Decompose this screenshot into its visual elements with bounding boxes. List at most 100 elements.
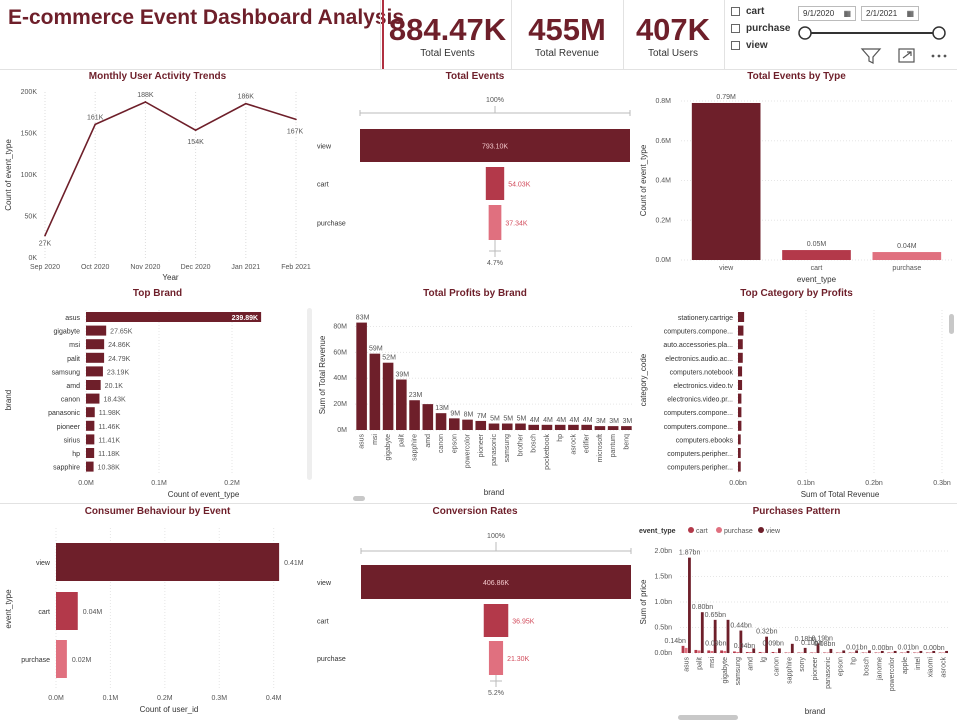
category-label: msi (69, 342, 80, 349)
scrollbar[interactable] (678, 715, 738, 720)
bar (738, 420, 742, 431)
x-tick-label: Nov 2020 (130, 264, 160, 271)
bar (736, 651, 740, 653)
data-label: 0.80bn (692, 604, 714, 611)
category-label: asus (65, 315, 80, 322)
bar (919, 650, 923, 653)
x-tick-label: powercolor (465, 433, 472, 468)
checkbox-box[interactable] (731, 41, 740, 50)
more-options-icon[interactable] (931, 54, 947, 58)
total-events-title: Total Events (445, 71, 505, 82)
bar (697, 650, 701, 653)
filter-icon[interactable] (860, 48, 882, 64)
bar (839, 652, 842, 653)
checkbox-view[interactable]: view (731, 40, 790, 51)
data-label: 0.01bn (898, 644, 920, 651)
category-label: stationery.cartrige (678, 315, 733, 322)
x-tick-label: 0.2M (157, 695, 173, 702)
x-axis-title: event_type (797, 275, 837, 284)
date-slider[interactable] (795, 24, 955, 64)
bar (738, 434, 741, 445)
category-label: cart (317, 619, 329, 626)
calendar-icon[interactable]: ▦ (843, 9, 851, 18)
profits-by-brand-title: Total Profits by Brand (423, 288, 527, 299)
profits-by-brand-chart: 0M 20M 40M 60M 80M 83M asus 59M msi 52M gigabyte 39… (318, 315, 633, 497)
bar (86, 434, 95, 445)
y-tick-label: 0.0bn (654, 650, 672, 657)
scrollbar[interactable] (353, 496, 365, 501)
bar (475, 420, 487, 430)
legend-marker (716, 527, 722, 533)
legend-title: event_type (639, 528, 676, 535)
x-tick-label: purchase (892, 265, 921, 272)
y-axis-title: Sum of price (639, 579, 648, 624)
scrollbar[interactable] (949, 314, 954, 334)
data-label: 1.87bn (679, 550, 701, 557)
data-label: 9M (450, 410, 460, 417)
slider-handle-start[interactable] (798, 26, 812, 40)
expand-icon[interactable] (898, 48, 915, 63)
bar (594, 426, 606, 430)
y-tick-label: 20M (333, 401, 347, 408)
y-tick-label: 60M (333, 349, 347, 356)
bar (906, 650, 910, 653)
x-tick-label: pioneer (478, 433, 485, 457)
kpi-total-users: 407K Total Users (624, 12, 722, 59)
checkbox-label: cart (746, 6, 765, 17)
end-date-input[interactable]: 2/1/2021 ▦ (861, 6, 919, 21)
divider (511, 0, 512, 70)
bar (787, 652, 791, 653)
y-tick-label: 100K (21, 172, 38, 179)
bar (485, 167, 505, 200)
legend-label: view (766, 528, 781, 535)
category-label: sapphire (53, 465, 80, 472)
data-label: 54.03K (508, 182, 531, 189)
bar (945, 650, 948, 653)
bar (868, 650, 871, 653)
x-tick-label: view (719, 265, 734, 272)
data-label: 4M (583, 417, 593, 424)
checkbox-cart[interactable]: cart (731, 6, 790, 17)
x-tick-label: samsung (504, 434, 511, 463)
bar (925, 652, 929, 653)
data-label: 5M (490, 416, 500, 423)
checkbox-purchase[interactable]: purchase (731, 23, 790, 34)
x-tick-label: sapphire (786, 657, 793, 684)
x-tick-label: microsoft (597, 434, 604, 462)
data-point (245, 102, 247, 105)
y-tick-label: 1.5bn (654, 574, 672, 581)
top-category-title: Top Category by Profits (740, 288, 853, 299)
bar (56, 592, 78, 630)
bar (409, 400, 420, 430)
bar (726, 619, 730, 653)
data-label: 52M (382, 355, 396, 362)
y-tick-label: 1.0bn (654, 599, 672, 606)
x-tick-label: lg (761, 657, 768, 663)
slider-handle-end[interactable] (932, 26, 946, 40)
bar (707, 650, 711, 653)
calendar-icon[interactable]: ▦ (906, 9, 914, 18)
data-label: 0.19bn (812, 635, 834, 642)
scrollbar[interactable] (307, 308, 312, 480)
start-date-input[interactable]: 9/1/2020 ▦ (798, 6, 856, 21)
data-label: 406.86K (483, 580, 509, 587)
bar (823, 652, 826, 653)
data-label: 0.04bn (734, 643, 756, 650)
monthly-trend-title: Monthly User Activity Trends (88, 71, 227, 82)
data-label: 0.65bn (705, 612, 727, 619)
bar (581, 424, 592, 430)
divider (724, 0, 725, 70)
x-tick-label: 0.0M (48, 695, 64, 702)
bar (738, 325, 744, 336)
data-label: 36.95K (512, 619, 535, 626)
legend-label: purchase (724, 528, 753, 535)
bar (501, 423, 513, 430)
bar (816, 643, 820, 653)
checkbox-label: purchase (746, 23, 791, 34)
checkbox-box[interactable] (731, 24, 740, 33)
checkbox-box[interactable] (731, 7, 740, 16)
bar (941, 652, 945, 653)
category-label: cart (38, 609, 50, 616)
x-tick-label: Feb 2021 (281, 264, 311, 271)
bar (738, 352, 743, 363)
